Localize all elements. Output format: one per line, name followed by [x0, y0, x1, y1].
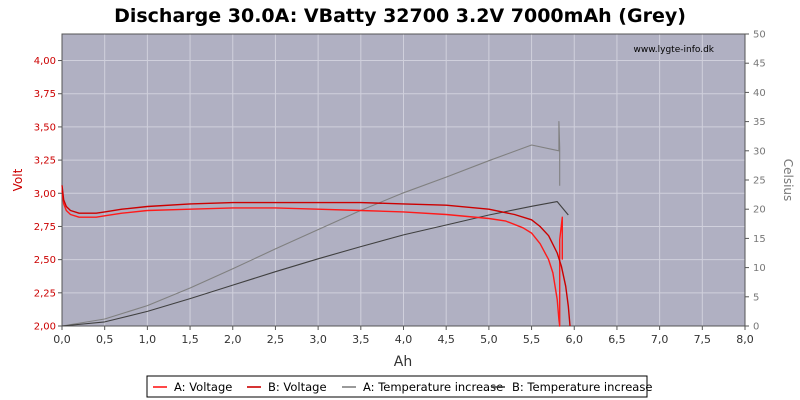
y-left-axis-label: Volt [11, 168, 25, 191]
watermark: www.lygte-info.dk [634, 45, 715, 55]
x-tick-label: 8,0 [736, 333, 754, 346]
x-axis-label: Ah [394, 354, 412, 370]
y-left-tick-label: 2,75 [34, 222, 56, 233]
y-left-tick-label: 2,00 [34, 322, 56, 333]
y-right-axis-label: Celsius [781, 159, 795, 202]
legend-entry: B: Temperature increase [512, 380, 652, 394]
x-tick-label: 0,0 [53, 333, 71, 346]
y-right-tick-label: 5 [753, 292, 759, 303]
y-left-axis-ticks: 2,00 2,25 2,50 2,75 3,00 3,25 3,50 3,75 4,00 [34, 56, 62, 333]
x-tick-label: 2,0 [224, 333, 242, 346]
x-tick-label: 2,5 [267, 333, 285, 346]
y-left-tick-label: 2,50 [34, 255, 56, 266]
y-right-tick-label: 40 [753, 88, 766, 99]
y-right-axis-ticks: 0 5 10 15 20 25 30 35 40 45 50 [745, 30, 766, 333]
x-tick-label: 7,5 [694, 333, 712, 346]
series-line-2 [61, 185, 571, 327]
x-tick-label: 5,0 [480, 333, 498, 346]
y-right-tick-label: 25 [753, 176, 766, 187]
y-right-tick-label: 10 [753, 263, 766, 274]
series-line-1 [61, 190, 563, 327]
y-left-tick-label: 3,00 [34, 189, 56, 200]
y-right-tick-label: 30 [753, 146, 766, 157]
y-right-tick-label: 15 [753, 234, 766, 245]
series-line-4 [61, 201, 569, 327]
legend: A: Voltage B: Voltage A: Temperature incre… [146, 375, 652, 398]
y-right-tick-label: 45 [753, 59, 766, 70]
x-tick-label: 5,5 [523, 333, 541, 346]
x-tick-label: 3,0 [309, 333, 327, 346]
legend-box [146, 375, 648, 398]
y-right-tick-label: 20 [753, 205, 766, 216]
x-tick-label: 3,5 [352, 333, 370, 346]
y-left-tick-label: 3,50 [34, 122, 56, 133]
y-right-tick-label: 35 [753, 117, 766, 128]
y-left-tick-label: 2,25 [34, 288, 56, 299]
chart-title: Discharge 30.0A: VBatty 32700 3.2V 7000m… [114, 5, 686, 27]
x-tick-label: 4,0 [395, 333, 413, 346]
y-right-tick-label: 0 [753, 322, 759, 333]
y-left-tick-label: 3,75 [34, 89, 56, 100]
x-tick-label: 7,0 [651, 333, 669, 346]
series-layer [61, 121, 571, 327]
x-axis-ticks: 0,0 0,5 1,0 1,5 2,0 2,5 3,0 3,5 4,0 4,5 5,0 5,5 6,0 6… [53, 326, 754, 346]
legend-entry: A: Temperature increase [363, 380, 503, 394]
x-tick-label: 1,0 [139, 333, 157, 346]
y-left-tick-label: 3,25 [34, 156, 56, 167]
x-tick-label: 6,5 [608, 333, 626, 346]
x-tick-label: 0,5 [96, 333, 114, 346]
series-line-3 [61, 121, 561, 327]
y-right-tick-label: 50 [753, 30, 766, 41]
x-tick-label: 1,5 [181, 333, 199, 346]
x-tick-label: 6,0 [566, 333, 584, 346]
y-left-tick-label: 4,00 [34, 56, 56, 67]
legend-entry: B: Voltage [268, 380, 327, 394]
legend-entry: A: Voltage [174, 380, 232, 394]
x-tick-label: 4,5 [437, 333, 455, 346]
